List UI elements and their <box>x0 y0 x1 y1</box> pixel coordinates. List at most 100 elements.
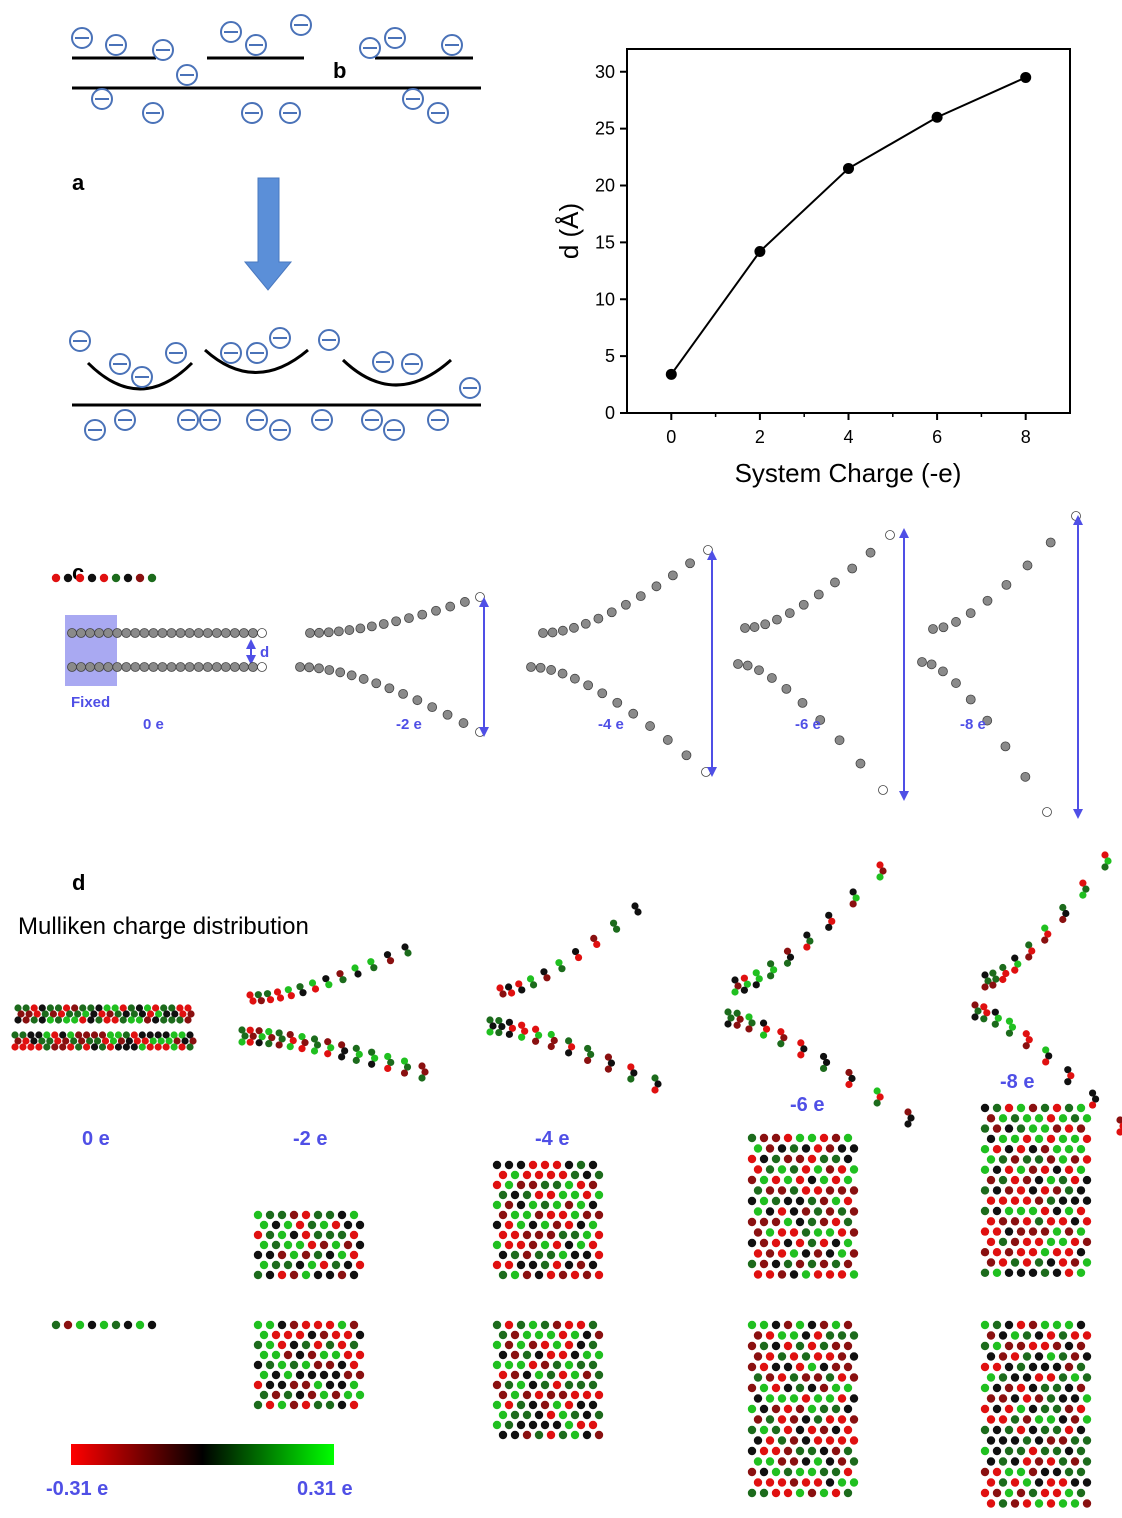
atom <box>1016 1383 1026 1393</box>
atom <box>783 1259 793 1269</box>
atom <box>111 1320 121 1330</box>
panel-label-d: d <box>72 870 85 895</box>
atom <box>1079 891 1087 899</box>
anion-circle <box>372 351 394 373</box>
atom <box>301 1250 311 1260</box>
atom <box>33 1010 41 1018</box>
anion-icon <box>269 327 291 349</box>
atom <box>594 1330 604 1340</box>
atom <box>986 1499 996 1508</box>
fixed-region <box>65 615 117 686</box>
atom <box>819 1064 828 1073</box>
atom <box>825 1186 835 1195</box>
atom <box>1058 1237 1068 1247</box>
atom <box>837 1270 847 1279</box>
atom <box>1046 1196 1056 1205</box>
atom <box>1104 857 1112 865</box>
atom <box>594 1210 604 1220</box>
atom <box>492 1180 502 1190</box>
atom <box>265 1400 275 1410</box>
atom <box>522 1190 532 1200</box>
atom <box>515 980 523 988</box>
atom <box>283 1240 293 1250</box>
atom <box>404 613 414 624</box>
atom <box>1016 1488 1026 1498</box>
atom <box>825 1478 835 1487</box>
atom <box>1022 1155 1032 1164</box>
atom <box>783 1425 793 1435</box>
atom <box>795 1467 805 1477</box>
atom <box>552 1340 562 1350</box>
atom <box>1016 1446 1026 1456</box>
atom <box>1004 1145 1014 1154</box>
atom <box>70 1037 78 1045</box>
atom <box>202 662 213 672</box>
atom <box>271 1240 281 1250</box>
atom <box>630 1069 638 1077</box>
atom <box>777 1331 787 1340</box>
atom <box>819 1488 829 1498</box>
atom <box>992 1383 1002 1393</box>
atom <box>275 1041 283 1049</box>
atom <box>355 1390 365 1400</box>
atom <box>847 563 858 574</box>
atom <box>1022 1258 1032 1267</box>
atom <box>831 1320 841 1330</box>
atom <box>528 1340 538 1350</box>
atom <box>822 1058 831 1067</box>
atom <box>378 619 389 629</box>
atom <box>1070 1499 1080 1508</box>
sheet-band <box>486 1016 662 1094</box>
atom <box>1022 1373 1032 1382</box>
atom <box>307 1240 317 1250</box>
atom <box>813 1207 823 1216</box>
atom <box>795 1196 805 1206</box>
sheet-band <box>496 902 642 998</box>
atom <box>322 975 330 983</box>
atom <box>528 1220 538 1230</box>
atom <box>1082 1394 1092 1403</box>
atom <box>752 969 760 977</box>
atom <box>540 968 548 976</box>
atom <box>807 1404 817 1414</box>
atom <box>307 1220 317 1230</box>
atom <box>522 1210 532 1220</box>
atom <box>825 1331 835 1340</box>
atom <box>807 1467 817 1477</box>
atom <box>849 1207 859 1216</box>
atom <box>1010 1331 1020 1340</box>
atom <box>355 1260 365 1270</box>
atom <box>1076 1145 1086 1154</box>
atom <box>171 1010 179 1018</box>
atom <box>1082 1175 1092 1185</box>
atom <box>1062 909 1070 918</box>
atom <box>540 1380 550 1390</box>
atom <box>765 1249 775 1258</box>
atom <box>1040 1248 1050 1257</box>
atom <box>289 1210 299 1220</box>
atom <box>552 1260 562 1270</box>
atom <box>492 1160 502 1170</box>
atom <box>1070 1175 1080 1185</box>
atom <box>803 943 811 951</box>
atom <box>271 1390 281 1400</box>
atom <box>837 1436 847 1445</box>
atom <box>828 917 836 925</box>
atom <box>980 1145 990 1154</box>
atom <box>1022 560 1033 571</box>
atom <box>35 1043 43 1051</box>
atom <box>980 1206 990 1216</box>
atom <box>594 1370 604 1380</box>
atom <box>771 1341 781 1351</box>
atom <box>795 1488 805 1498</box>
atom <box>789 1144 799 1153</box>
atom <box>825 1207 835 1216</box>
atom <box>355 1330 365 1340</box>
atom <box>753 1478 763 1487</box>
atom <box>582 1170 592 1180</box>
sheet-band <box>724 1008 915 1128</box>
atom <box>534 1390 544 1400</box>
atom <box>114 1010 122 1018</box>
atom <box>986 1175 996 1185</box>
atom <box>349 1230 359 1240</box>
